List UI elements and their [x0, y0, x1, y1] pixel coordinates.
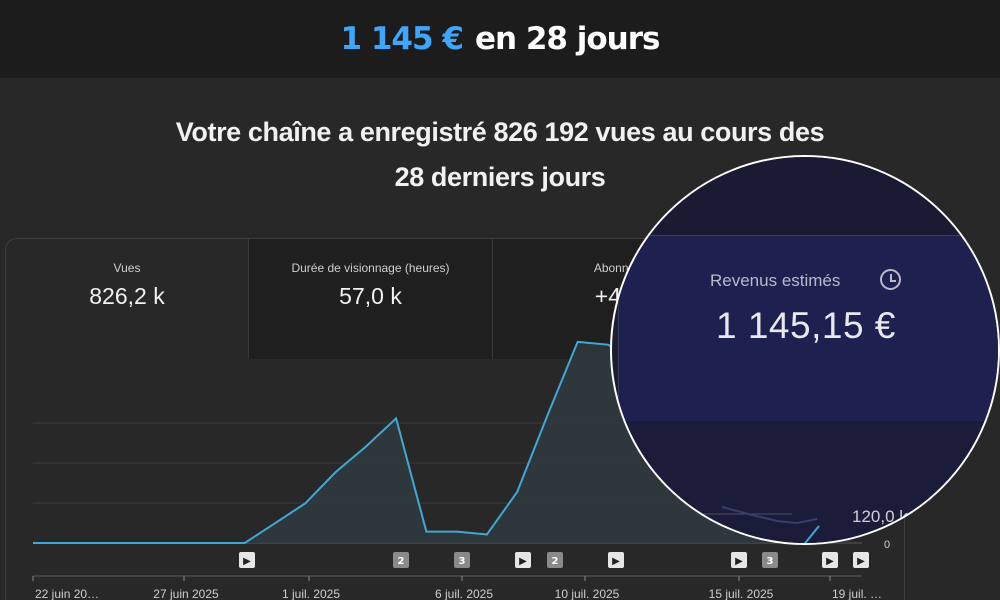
- estimated-revenue-value: 1 145,15 €: [716, 305, 896, 346]
- tab-watch-time-value: 57,0 k: [339, 283, 402, 309]
- magnifier-series-line: [803, 525, 820, 543]
- page-headline: Votre chaîne a enregistré 826 192 vues a…: [0, 110, 1000, 200]
- magnifier-chart-area: [612, 421, 998, 543]
- tab-watch-time[interactable]: Durée de visionnage (heures) 57,0 k: [248, 239, 492, 359]
- tab-views[interactable]: Vues 826,2 k: [6, 239, 248, 359]
- magnifier-y-axis-label: 120,0 k: [852, 507, 908, 526]
- headline-line-1: Votre chaîne a enregistré 826 192 vues a…: [175, 117, 825, 147]
- magnifier-header-band: [612, 157, 998, 237]
- clock-icon[interactable]: [880, 269, 901, 290]
- magnifier-chart: [612, 506, 820, 543]
- tab-estimated-revenue[interactable]: [618, 236, 998, 421]
- tab-watch-time-label: Durée de visionnage (heures): [291, 261, 450, 275]
- banner-period: en 28 jours: [474, 21, 661, 57]
- divider: [618, 235, 619, 421]
- magnifier-revenue-callout: Revenus estimés 1 145,15 € 120,0 k: [610, 155, 1000, 545]
- tab-views-value: 826,2 k: [89, 283, 165, 309]
- headline-line-2: 28 derniers jours: [394, 162, 606, 192]
- tab-views-label: Vues: [113, 261, 141, 275]
- banner-amount: 1 145 €: [340, 21, 464, 57]
- banner: 1 145 € en 28 jours: [0, 0, 1000, 78]
- divider: [612, 235, 998, 236]
- magnifier-series-trace: [721, 506, 818, 525]
- estimated-revenue-label: Revenus estimés: [710, 271, 841, 290]
